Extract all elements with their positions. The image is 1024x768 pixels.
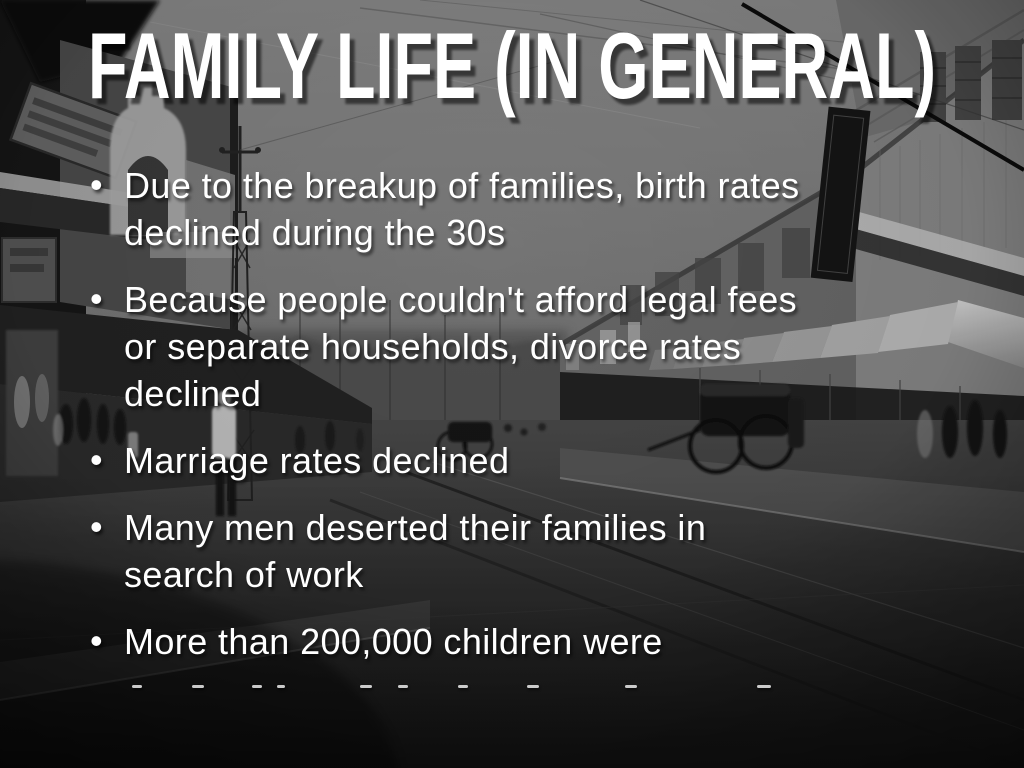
clipped-glyph-top bbox=[458, 685, 468, 688]
clipped-glyph-top bbox=[192, 685, 204, 688]
clipped-glyph-top bbox=[277, 685, 285, 688]
page-title-shadow: FAMILY LIFE (IN GENERAL) bbox=[93, 20, 941, 124]
bullet-marker-icon: • bbox=[90, 164, 104, 205]
bullet-marker-icon: • bbox=[90, 278, 104, 319]
bullet-text: More than 200,000 children were bbox=[124, 621, 663, 662]
clipped-glyph-top bbox=[398, 685, 408, 688]
clipped-glyph-top bbox=[757, 685, 771, 688]
bullet-item: • Due to the breakup of families, birth r… bbox=[88, 162, 968, 256]
bullet-item: • More than 200,000 children were bbox=[88, 618, 968, 665]
bullet-text: Marriage rates declined bbox=[124, 440, 510, 481]
clipped-glyph-top bbox=[360, 685, 372, 688]
clipped-glyph-top bbox=[132, 685, 142, 688]
bullet-marker-icon: • bbox=[90, 439, 104, 480]
clipped-text-top-edge bbox=[88, 685, 968, 691]
clipped-glyph-top bbox=[527, 685, 539, 688]
bullet-marker-icon: • bbox=[90, 620, 104, 661]
bullet-text: Due to the breakup of families, birth ra… bbox=[124, 165, 800, 253]
bullet-item: • Many men deserted their families in sear… bbox=[88, 504, 968, 598]
bullet-marker-icon: • bbox=[90, 506, 104, 547]
title-block: FAMILY LIFE (IN GENERAL) FAMILY LIFE (IN… bbox=[0, 13, 1024, 144]
clipped-glyph-top bbox=[252, 685, 262, 688]
bullet-list: • Due to the breakup of families, birth r… bbox=[88, 162, 968, 691]
clipped-glyph-top bbox=[625, 685, 637, 688]
bullet-item: • Because people couldn't afford legal fe… bbox=[88, 276, 968, 417]
bullet-text: Because people couldn't afford legal fee… bbox=[124, 279, 798, 414]
page-title: FAMILY LIFE (IN GENERAL) bbox=[88, 20, 936, 118]
bullet-item: • Marriage rates declined bbox=[88, 437, 968, 484]
page-title-svg: FAMILY LIFE (IN GENERAL) FAMILY LIFE (IN… bbox=[88, 13, 941, 124]
bullet-text: Many men deserted their families in searc… bbox=[124, 507, 707, 595]
